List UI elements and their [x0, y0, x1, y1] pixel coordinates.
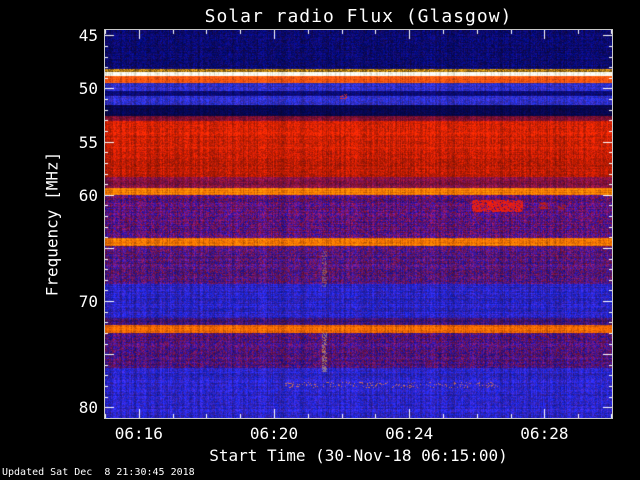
x-tick-label: 06:24	[385, 424, 434, 443]
y-tick-label: 70	[78, 292, 98, 312]
plot-area	[104, 29, 613, 419]
chart-title: Solar radio Flux (Glasgow)	[204, 6, 513, 27]
x-tick-label: 06:16	[114, 424, 163, 443]
y-tick-label: 80	[78, 398, 98, 418]
y-axis-label: Frequency [MHz]	[42, 151, 62, 297]
y-tick-label: 55	[78, 132, 98, 152]
x-tick-label: 06:28	[520, 424, 569, 443]
x-tick-label: 06:20	[249, 424, 299, 443]
spectrogram-canvas	[105, 30, 612, 418]
x-axis-label: Start Time (30-Nov-18 06:15:00)	[209, 446, 508, 465]
y-tick-label: 45	[78, 26, 98, 46]
update-timestamp: Updated Sat Dec 8 21:30:45 2018	[2, 467, 195, 478]
y-tick-label: 50	[78, 79, 98, 99]
y-tick-label: 60	[78, 185, 98, 205]
